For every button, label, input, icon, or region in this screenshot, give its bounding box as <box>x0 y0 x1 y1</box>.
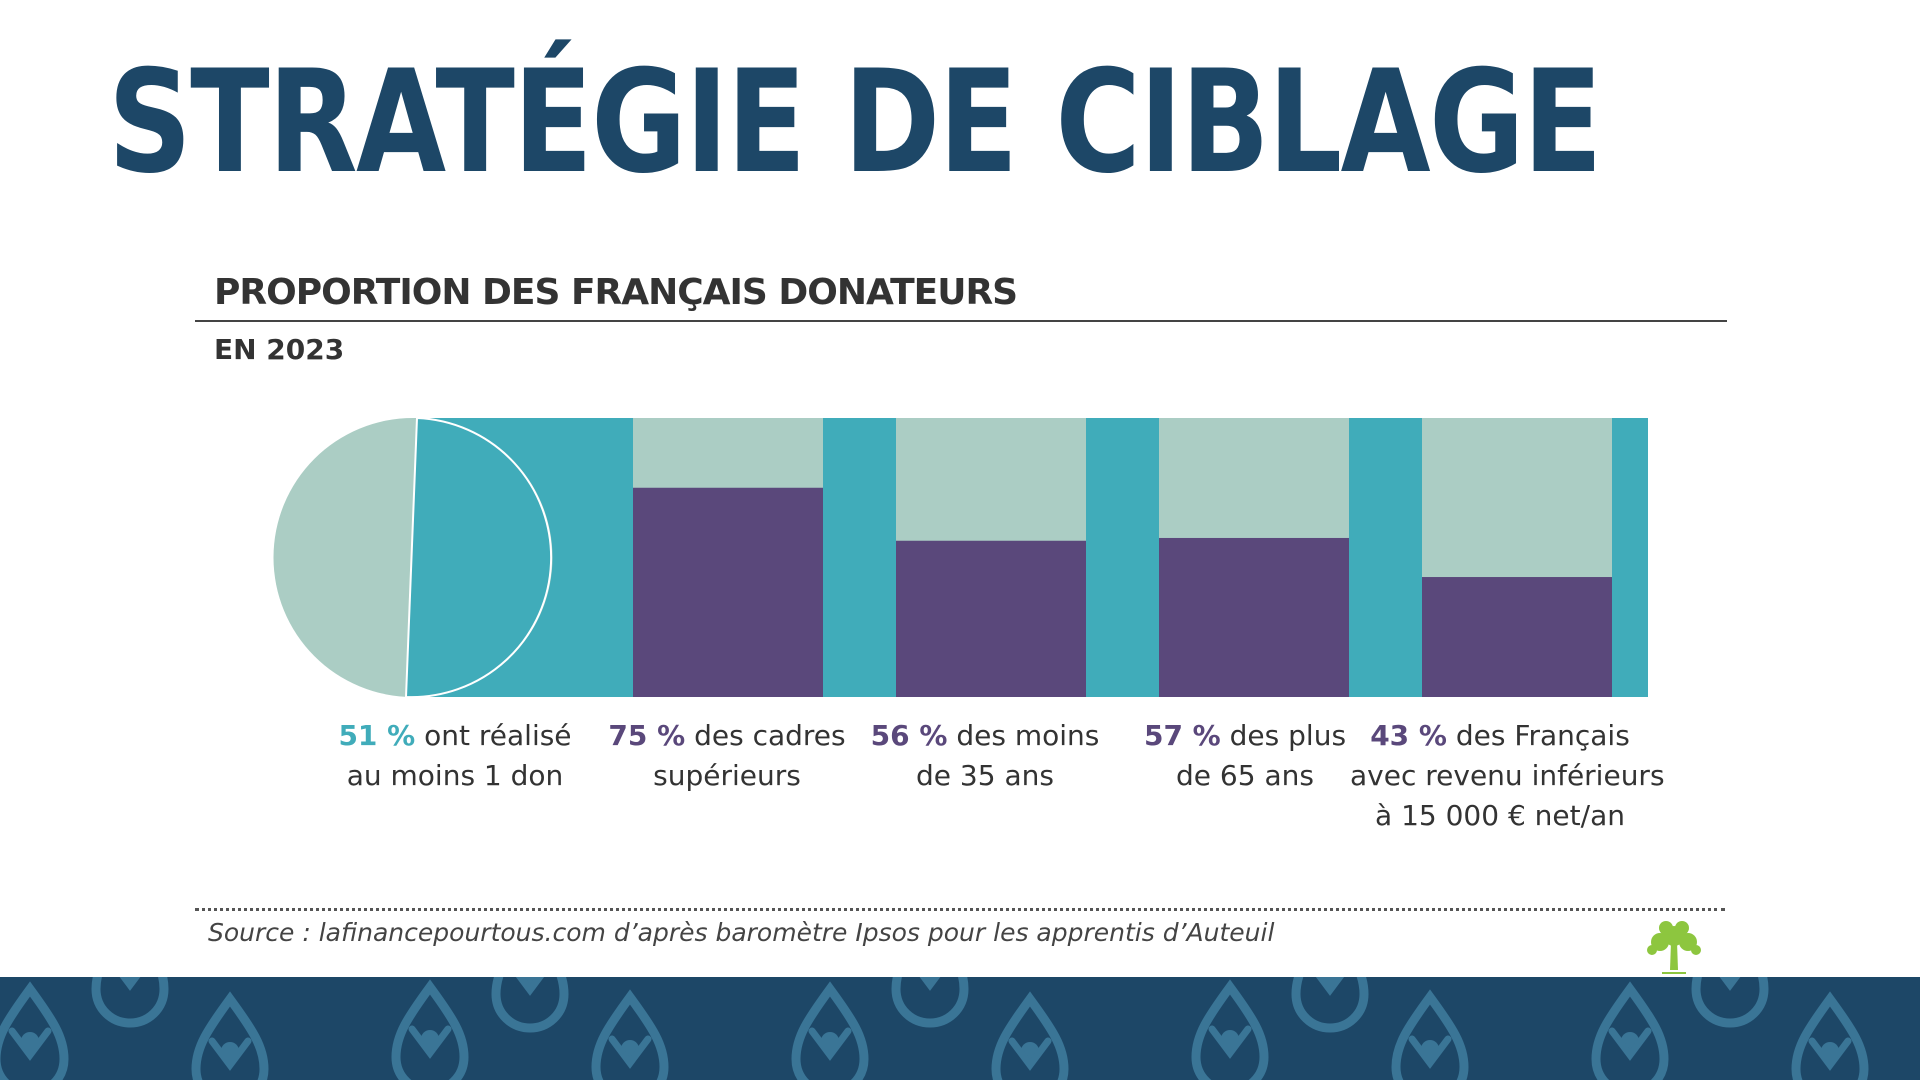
caption-pct: 57 % <box>1143 719 1221 752</box>
caption-line: ont réalisé <box>424 719 572 752</box>
caption-pct: 51 % <box>338 719 416 752</box>
caption-line: des Français <box>1455 719 1630 752</box>
caption-cadres: 75 % des cadres supérieurs <box>602 716 852 796</box>
caption-overall: 51 % ont réalisé au moins 1 don <box>310 716 600 796</box>
chart-title: PROPORTION DES FRANÇAIS DONATEURS <box>214 272 1018 313</box>
caption-line: à 15 000 € net/an <box>1375 799 1625 832</box>
caption-plus-65: 57 % des plus de 65 ans <box>1120 716 1370 796</box>
caption-pct: 43 % <box>1370 719 1447 752</box>
caption-line: des cadres <box>694 719 846 752</box>
chart-subtitle: EN 2023 <box>214 333 345 366</box>
overall-share-slice <box>404 416 553 699</box>
bar-value-1 <box>633 487 823 697</box>
caption-line: de 65 ans <box>1176 759 1314 792</box>
tree-logo-icon <box>1647 921 1701 974</box>
caption-line: des plus <box>1229 719 1347 752</box>
caption-line: au moins 1 don <box>346 759 564 792</box>
caption-line: supérieurs <box>653 759 801 792</box>
bar-value-2 <box>896 540 1086 697</box>
caption-pct: 75 % <box>608 719 686 752</box>
caption-line: avec revenu inférieurs <box>1350 759 1665 792</box>
caption-moins-35: 56 % des moins de 35 ans <box>860 716 1110 796</box>
source-rule <box>195 908 1725 911</box>
donor-chart <box>273 416 1648 699</box>
caption-line: de 35 ans <box>916 759 1054 792</box>
caption-revenu: 43 % des Français avec revenu inférieurs… <box>1350 716 1665 836</box>
slide-title: STRATÉGIE DE CIBLAGE <box>108 40 1603 205</box>
donor-figure-pattern <box>0 977 1920 1080</box>
bar-value-3 <box>1159 537 1349 697</box>
caption-line: des moins <box>956 719 1100 752</box>
bar-value-4 <box>1422 577 1612 697</box>
source-note: Source : lafinancepourtous.com d’après b… <box>208 918 1275 947</box>
footer-band <box>0 977 1920 1080</box>
caption-pct: 56 % <box>870 719 948 752</box>
chart-title-rule <box>195 320 1727 322</box>
